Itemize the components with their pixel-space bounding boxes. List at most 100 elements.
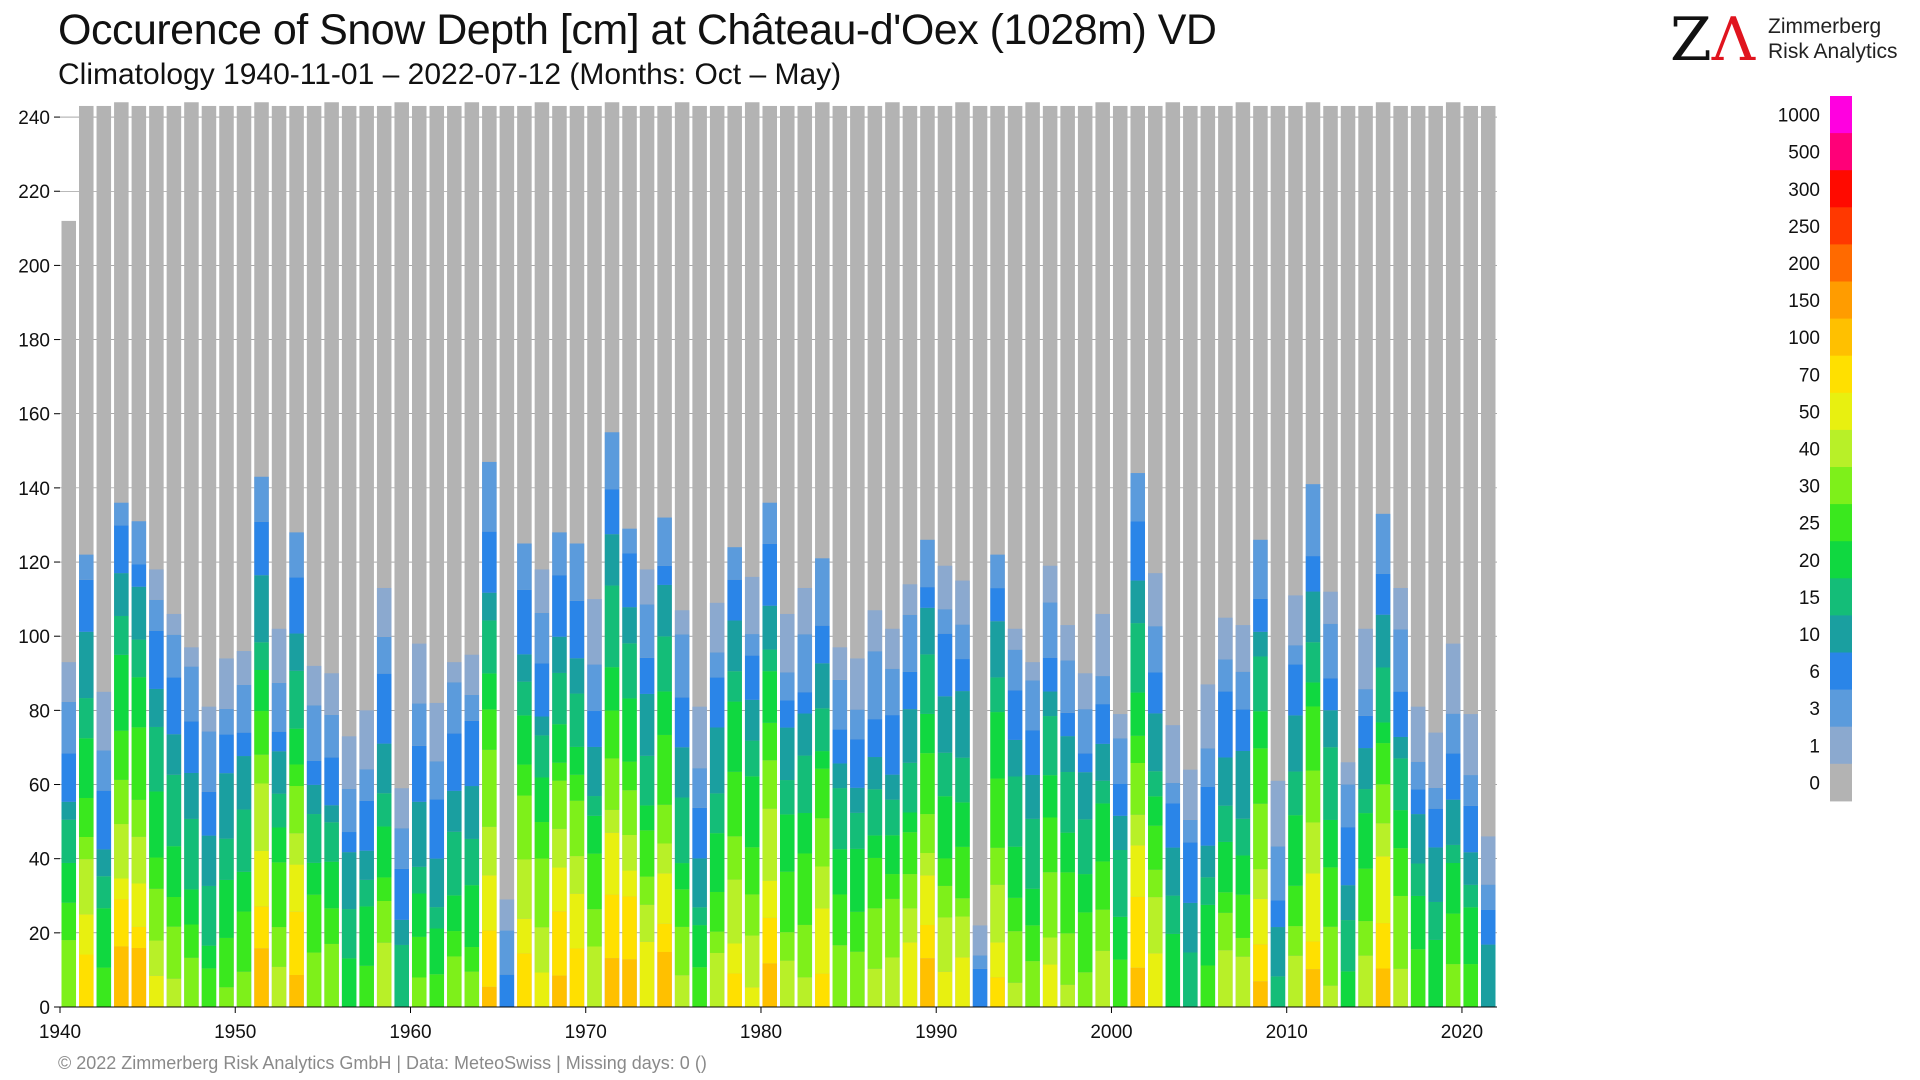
bar-segment [832,729,848,764]
bar-segment [1270,900,1286,928]
bar-segment [271,731,287,752]
bar-segment [1025,730,1040,775]
legend-swatch [1830,726,1852,765]
bar-segment [709,952,725,1007]
bar-segment [166,926,182,979]
bar-segment [937,858,953,886]
bar-segment [657,584,672,637]
bar-segment [622,959,637,1007]
bar-segment [254,783,269,851]
bar-segment [850,658,865,710]
bar-segment [1480,836,1496,885]
bar-segment [289,833,304,865]
bar-segment [780,960,795,1007]
bar-segment [709,652,725,678]
bar-segment [1393,895,1408,969]
bar-segment [131,799,147,837]
bar-segment [1077,709,1093,754]
bar-segment [1025,925,1040,962]
bar-segment [587,815,602,854]
bar-segment [937,885,953,918]
bar-segment [96,790,112,850]
bar-segment [149,940,164,976]
year-bar [1200,105,1216,1008]
bar-segment [114,730,129,780]
bar-segment [1305,969,1321,1007]
bar-segment [1358,868,1373,922]
bar-segment [1007,982,1023,1007]
bar-segment [762,917,777,964]
bar-segment [762,880,777,918]
bar-segment [447,895,462,932]
bar-segment [1288,645,1303,665]
bar-segment [639,755,655,806]
x-tick-label: 2000 [1090,1022,1132,1043]
bar-segment [604,667,620,711]
year-bar [1358,105,1373,1008]
bar-segment [447,831,462,896]
bar-segment [1288,885,1303,927]
bar-segment [780,672,795,701]
bar-segment [236,732,252,757]
bar-segment [1253,898,1268,945]
bar-segment [1235,937,1251,957]
footer-credits: © 2022 Zimmerberg Risk Analytics GmbH | … [58,1053,707,1073]
bar-segment [166,846,182,898]
bar-segment [429,761,445,800]
bar-segment [867,757,883,790]
bar-segment [657,951,672,1007]
bar-segment [1305,822,1321,874]
bar-segment [1410,761,1426,790]
bar-segment [61,753,77,802]
bar-segment [1112,850,1128,917]
bar-segment [411,703,427,746]
bar-segment [271,628,287,683]
bar-segment [517,654,532,682]
bar-segment [429,799,445,859]
bar-segment [324,673,339,715]
year-bar [1270,105,1286,1008]
bar-segment [149,791,164,858]
bar-segment [955,659,970,692]
bar-segment [1060,872,1075,934]
bar-segment [920,607,935,655]
bar-segment [131,836,147,884]
bar-segment [990,778,1005,848]
bar-segment [1148,869,1163,898]
bar-segment [289,633,304,671]
year-bar [1340,105,1356,1008]
bar-segment [657,804,672,844]
bar-segment [517,715,532,765]
bar-segment [1393,736,1408,759]
bar-segment [236,756,252,810]
bar-segment [867,835,883,858]
bar-segment [499,974,515,1007]
bar-segment [727,973,742,1007]
bar-segment [79,738,94,798]
bar-segment [254,521,269,576]
bar-segment [271,862,287,928]
bar-segment [1288,815,1303,886]
bar-segment [114,878,129,900]
x-tick-label: 1980 [740,1022,782,1043]
bar-segment [885,668,900,716]
bar-segment [569,800,585,857]
bar-segment [990,942,1005,978]
year-bar [762,105,777,1008]
bar-segment [219,658,234,709]
bar-segment [1288,771,1303,816]
bar-segment [762,963,777,1007]
x-tick-label: 1990 [915,1022,957,1043]
bar-segment [1165,725,1181,784]
bar-segment [815,663,830,709]
legend-swatch [1830,133,1852,171]
year-bar [201,105,217,1008]
bar-segment [254,948,269,1007]
bar-segment [885,628,900,669]
bar-segment [517,764,532,796]
bar-segment [254,669,269,712]
bar-segment [797,755,813,814]
bar-segment [1305,484,1321,557]
bar-segment [604,958,620,1007]
bar-segment [920,875,935,925]
